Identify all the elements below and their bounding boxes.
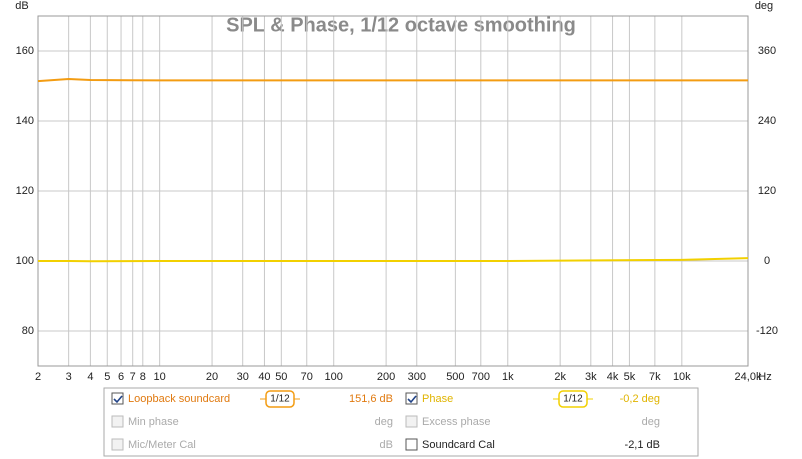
x-tick-label: 3k	[585, 371, 597, 383]
x-tick-label: 7	[130, 371, 136, 383]
y2-tick-label: 0	[764, 255, 770, 267]
readout: dB	[380, 439, 393, 451]
x-tick-label: 50	[275, 371, 287, 383]
series-line	[37, 77, 748, 83]
y-tick-label: 160	[16, 45, 34, 57]
x-tick-label: 5k	[624, 371, 636, 383]
row-label: Mic/Meter Cal	[128, 439, 196, 451]
smoothing-label: 1/12	[563, 394, 583, 405]
y-tick-label: 140	[16, 115, 34, 127]
x-tick-label: 6	[118, 371, 124, 383]
x-tick-label: 24,0k	[735, 371, 762, 383]
readout: -0,2 deg	[620, 393, 660, 405]
checkbox[interactable]	[405, 392, 418, 405]
x-tick-label: 4k	[607, 371, 619, 383]
x-tick-label: 20	[206, 371, 218, 383]
x-tick-label: 10	[154, 371, 166, 383]
y2-tick-label: 360	[758, 45, 776, 57]
plot-border	[37, 15, 749, 367]
readout: deg	[375, 416, 393, 428]
checkbox[interactable]	[405, 438, 418, 451]
y2-tick-label: 120	[758, 185, 776, 197]
x-tick-label: 700	[472, 371, 490, 383]
y2-tick-label: 240	[758, 115, 776, 127]
x-tick-label: 4	[87, 371, 93, 383]
x-tick-label: 8	[140, 371, 146, 383]
checkbox[interactable]	[111, 392, 124, 405]
x-tick-label: 200	[377, 371, 395, 383]
readout: deg	[642, 416, 660, 428]
y-tick-label: 80	[22, 325, 34, 337]
x-tick-label: 2k	[554, 371, 566, 383]
readout: 151,6 dB	[349, 393, 393, 405]
y2-unit: deg	[755, 0, 773, 12]
chart-title: SPL & Phase, 1/12 octave smoothing	[226, 14, 576, 36]
y-unit: dB	[15, 0, 28, 12]
row-label: Min phase	[128, 416, 179, 428]
checkbox[interactable]	[111, 415, 124, 428]
legend-panel	[103, 387, 699, 457]
checkbox[interactable]	[405, 415, 418, 428]
x-tick-label: 7k	[649, 371, 661, 383]
row-label: Excess phase	[422, 416, 490, 428]
smoothing-label: 1/12	[270, 394, 290, 405]
checkmark	[113, 395, 123, 404]
row-label: Loopback soundcard	[128, 393, 230, 405]
y-tick-label: 100	[16, 255, 34, 267]
x-tick-label: 1k	[502, 371, 514, 383]
x-tick-label: 10k	[673, 371, 691, 383]
checkmark	[407, 395, 417, 404]
x-tick-label: 3	[66, 371, 72, 383]
y2-tick-label: -120	[756, 325, 778, 337]
row-label: Phase	[422, 393, 453, 405]
readout: -2,1 dB	[625, 439, 660, 451]
x-tick-label: 70	[301, 371, 313, 383]
x-tick-label: 40	[258, 371, 270, 383]
x-tick-label: 2	[35, 371, 41, 383]
x-tick-label: 5	[104, 371, 110, 383]
x-tick-label: 300	[408, 371, 426, 383]
series-line	[38, 257, 749, 263]
checkbox[interactable]	[111, 438, 124, 451]
x-tick-label: 30	[237, 371, 249, 383]
x-tick-label: 100	[325, 371, 343, 383]
y-tick-label: 120	[16, 185, 34, 197]
x-unit: Hz	[758, 371, 771, 383]
x-tick-label: 500	[446, 371, 464, 383]
row-label: Soundcard Cal	[422, 439, 495, 451]
